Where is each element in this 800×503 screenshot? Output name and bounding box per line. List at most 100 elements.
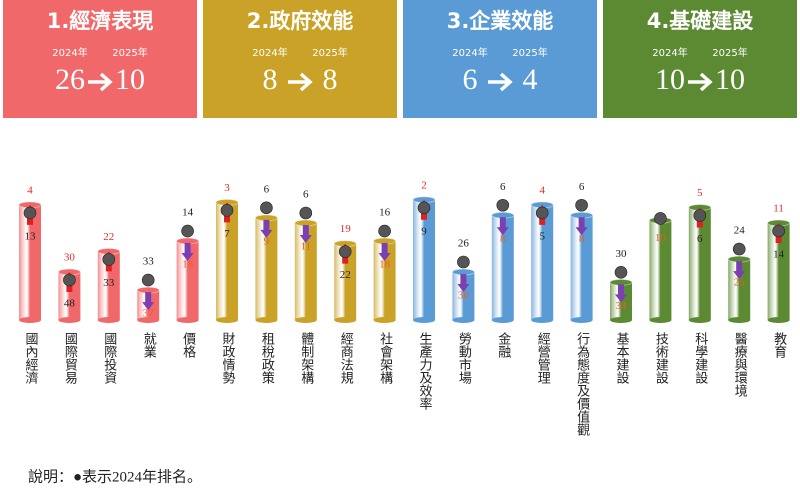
rank-2024-ball xyxy=(220,204,234,217)
rank-2025: 4 xyxy=(539,184,545,196)
cylinder-base xyxy=(216,317,238,323)
note: 說明：●表示2024年排名。 xyxy=(28,468,202,485)
category-label: 行為態度及價值觀 xyxy=(574,332,590,436)
header-arrow xyxy=(88,72,113,92)
rank-2025: 18 xyxy=(379,259,391,271)
rank-2025: 4 xyxy=(27,184,33,196)
rank-2024: 26 xyxy=(458,238,470,250)
category-label: 財政情勢 xyxy=(220,332,236,384)
rank-2024: 9 xyxy=(421,225,427,237)
category-label: 勞動市場 xyxy=(456,332,472,384)
arrow-down xyxy=(260,219,273,238)
header-arrow xyxy=(688,72,713,92)
category-label: 體制架構 xyxy=(298,332,314,384)
cylinder-base xyxy=(97,317,120,323)
rank-2025: 37 xyxy=(143,308,155,320)
cylinder xyxy=(767,222,790,320)
rank-from: 8 xyxy=(263,63,278,96)
year-label: 2024年 xyxy=(652,46,687,59)
rank-2025: 18 xyxy=(182,259,194,271)
arrow-down xyxy=(299,224,312,243)
cylinder-base xyxy=(452,317,475,323)
category-label: 醫療與環境 xyxy=(732,332,748,397)
arrow-down xyxy=(615,284,627,303)
rank-2025: 25 xyxy=(734,277,746,289)
cylinder xyxy=(570,215,593,320)
cylinder xyxy=(413,199,435,320)
rank-2024: 6 xyxy=(264,183,270,195)
rank-2024-ball xyxy=(23,206,37,220)
year-label: 2025年 xyxy=(112,46,147,59)
rank-2024: 6 xyxy=(500,181,506,193)
rank-2024-ball xyxy=(457,255,470,269)
cylinder xyxy=(531,204,554,320)
rank-from: 26 xyxy=(55,63,85,96)
cylinder xyxy=(373,241,396,320)
rank-2024-ball xyxy=(102,253,116,266)
rank-2024: 16 xyxy=(379,207,391,219)
cylinder xyxy=(97,251,120,320)
category-label: 社會架構 xyxy=(377,331,393,384)
arrow-down xyxy=(733,261,746,280)
header-title: 4.基礎建設 xyxy=(647,9,755,33)
category-label: 科學建設 xyxy=(692,332,708,384)
header-panel xyxy=(603,0,797,118)
cylinder-base xyxy=(255,317,278,323)
arrow-down xyxy=(142,292,155,311)
category-label: 經營管理 xyxy=(535,332,551,384)
year-label: 2025年 xyxy=(312,46,347,59)
rank-2024: 6 xyxy=(579,181,585,193)
cylinder-base xyxy=(610,317,632,323)
category-label: 生產力及效率 xyxy=(417,332,433,410)
header-title: 1.經濟表現 xyxy=(47,9,154,33)
cylinder-base xyxy=(294,317,317,323)
rank-2024-ball xyxy=(496,198,510,212)
cylinder-base xyxy=(570,317,593,323)
cylinder xyxy=(255,217,278,320)
cylinder xyxy=(649,220,672,320)
category-label: 租稅政策 xyxy=(259,332,275,384)
cylinder-base xyxy=(373,317,396,323)
rank-2025: 30 xyxy=(64,252,76,264)
cylinder-base xyxy=(649,317,672,323)
rank-2025: 22 xyxy=(103,231,114,243)
cylinder-base xyxy=(767,317,790,323)
rank-2024-ball xyxy=(378,224,391,238)
cylinder-base xyxy=(491,317,514,323)
cylinder-base xyxy=(58,317,81,323)
rank-from: 6 xyxy=(463,63,478,96)
category-label: 經商法規 xyxy=(338,332,354,385)
rank-2024-ball xyxy=(260,201,273,215)
arrow-down xyxy=(181,243,194,262)
rank-2025: 30 xyxy=(458,290,470,302)
rank-2024: 30 xyxy=(616,248,628,260)
cylinder xyxy=(216,202,238,320)
rank-2024-ball xyxy=(63,273,76,287)
rank-2024: 24 xyxy=(734,225,746,237)
rank-2025: 5 xyxy=(697,187,703,199)
rank-2024-ball xyxy=(772,224,785,238)
arrow-down xyxy=(378,243,391,262)
rank-to: 8 xyxy=(323,63,338,96)
rank-2024-ball xyxy=(535,206,549,220)
cylinder xyxy=(491,215,514,320)
rank-2025: 9 xyxy=(264,235,270,247)
arrow-down xyxy=(496,217,509,236)
cylinder-base xyxy=(728,317,751,323)
cylinder xyxy=(334,243,357,320)
cylinder xyxy=(176,241,199,320)
rank-2024: 5 xyxy=(539,230,545,242)
header-panel xyxy=(203,0,397,118)
rank-2024: 33 xyxy=(103,277,115,289)
rank-2025: 2 xyxy=(421,179,427,191)
cylinder-base xyxy=(19,317,41,323)
rank-2024-ball xyxy=(181,224,194,238)
header-title: 3.企業效能 xyxy=(447,9,554,33)
header-arrow xyxy=(288,72,313,92)
year-label: 2024年 xyxy=(452,46,487,59)
rank-2024-ball xyxy=(693,209,707,222)
cylinder-base xyxy=(137,317,160,323)
rank-2024: 22 xyxy=(340,269,351,281)
cylinder xyxy=(688,207,711,320)
